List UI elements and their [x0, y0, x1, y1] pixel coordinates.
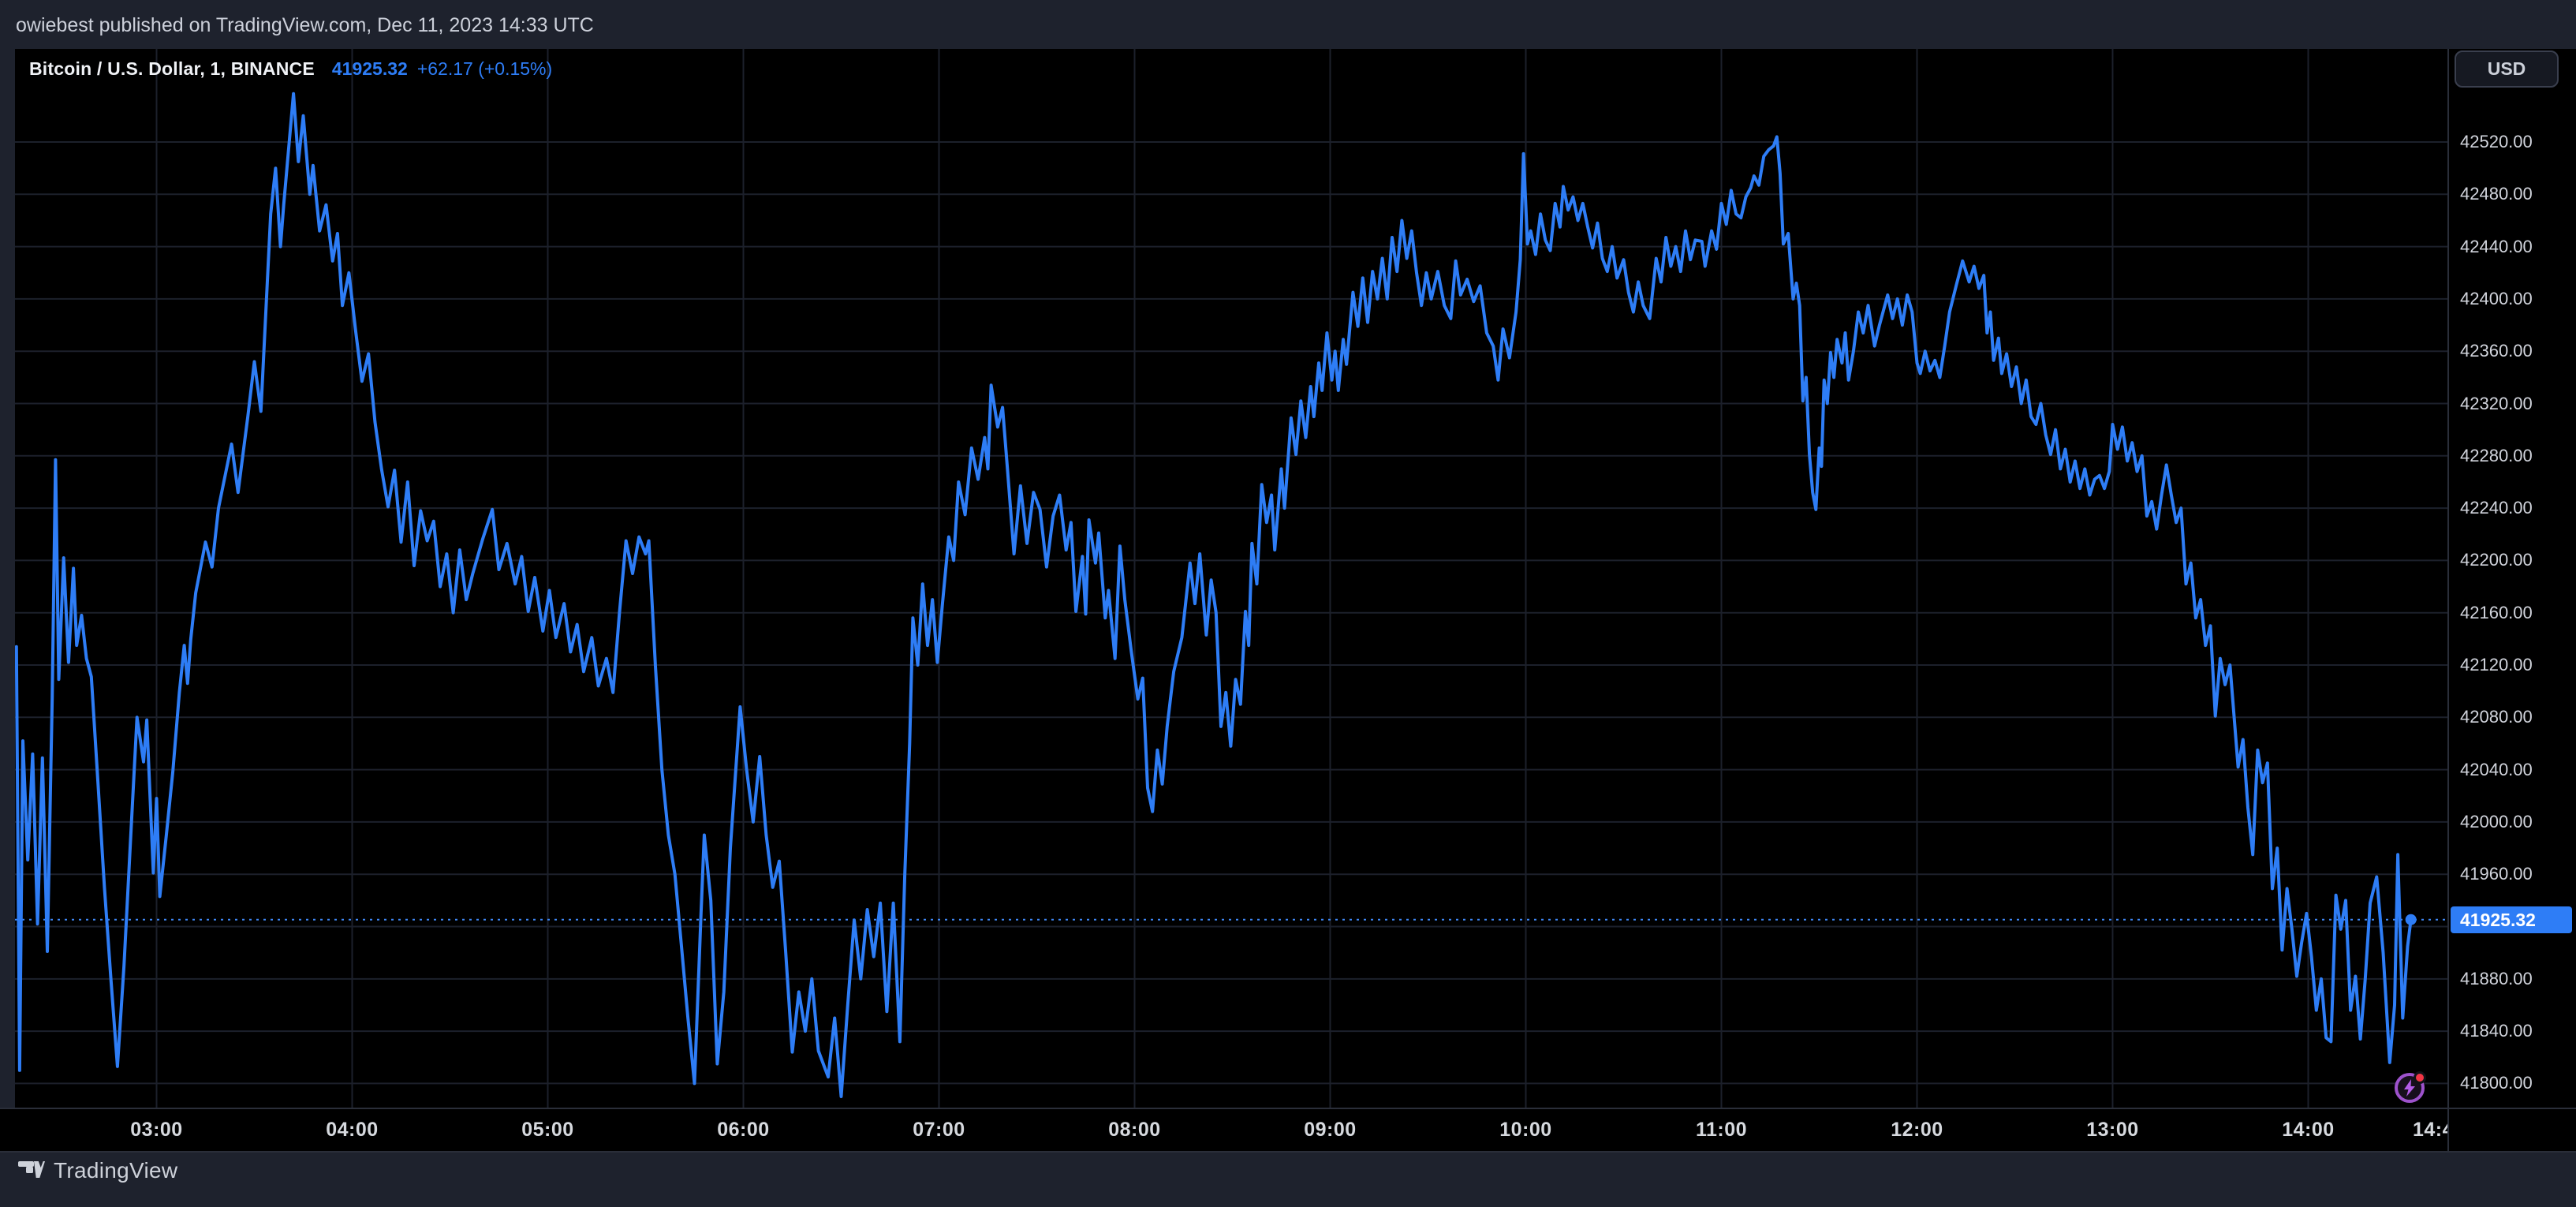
chart-pane[interactable]: [15, 49, 2447, 1108]
time-tick-label: 13:00: [2086, 1119, 2139, 1141]
brand-name[interactable]: TradingView: [54, 1158, 178, 1183]
time-tick-label: 07:00: [913, 1119, 965, 1141]
last-price: 41925.32: [331, 58, 408, 79]
symbol-title: Bitcoin / U.S. Dollar, 1, BINANCE: [29, 58, 315, 79]
price-tick-label: 42320.00: [2460, 393, 2533, 413]
price-tick-label: 42200.00: [2460, 550, 2533, 570]
time-tick-label: 12:00: [1891, 1119, 1943, 1141]
price-tick-label: 41880.00: [2460, 968, 2533, 988]
price-tick-label: 42520.00: [2460, 132, 2533, 151]
current-price-badge: 41925.32: [2451, 906, 2572, 933]
price-tick-label: 42480.00: [2460, 184, 2533, 204]
time-axis-bottom-border: [0, 1151, 2576, 1153]
price-tick-label: 42120.00: [2460, 655, 2533, 674]
price-tick-label: 42000.00: [2460, 811, 2533, 831]
time-tick-label: 10:00: [1499, 1119, 1552, 1141]
price-tick-label: 41800.00: [2460, 1073, 2533, 1093]
time-tick-label: 11:00: [1695, 1119, 1747, 1141]
chart-legend: Bitcoin / U.S. Dollar, 1, BINANCE 41925.3…: [29, 58, 552, 80]
time-tick-label: 05:00: [521, 1119, 574, 1141]
time-axis[interactable]: 03:00 04:00 05:00 06:00 07:00 08:00 09:00 10:00…: [0, 1108, 2576, 1151]
price-tick-label: 42040.00: [2460, 759, 2533, 779]
stamp-notification-dot: [2414, 1071, 2426, 1084]
time-tick-label-partial: 14:4: [2413, 1119, 2455, 1141]
price-tick-label: 42160.00: [2460, 602, 2533, 622]
price-tick-label: 41960.00: [2460, 864, 2533, 884]
lightning-bolt-icon: [2404, 1079, 2415, 1097]
publish-info-text: owiebest published on TradingView.com, D…: [16, 14, 594, 36]
publish-info-bar: owiebest published on TradingView.com, D…: [0, 0, 2576, 50]
time-tick-label: 14:00: [2282, 1119, 2335, 1141]
footer-bar: TradingView: [0, 1153, 2576, 1207]
price-change: +62.17 (+0.15%): [416, 58, 553, 79]
price-tick-label: 42360.00: [2460, 341, 2533, 361]
time-tick-label: 08:00: [1108, 1119, 1161, 1141]
time-tick-label: 03:00: [130, 1119, 183, 1141]
price-tick-label: 42240.00: [2460, 498, 2533, 518]
price-tick-label: 42440.00: [2460, 236, 2533, 256]
price-tick-label: 42080.00: [2460, 707, 2533, 727]
price-tick-label: 41840.00: [2460, 1021, 2533, 1041]
currency-button[interactable]: USD: [2455, 50, 2559, 88]
price-tick-label: 42280.00: [2460, 445, 2533, 465]
time-tick-label: 09:00: [1304, 1119, 1357, 1141]
price-tick-label: 42400.00: [2460, 288, 2533, 308]
time-tick-label: 06:00: [717, 1119, 770, 1141]
tradingview-stamp-icon[interactable]: [2391, 1070, 2428, 1106]
price-axis[interactable]: USD 42520.00 42480.00 42440.00 42400.00 4236…: [2447, 49, 2576, 1151]
tradingview-logo-icon[interactable]: [18, 1161, 45, 1178]
plot-bottom-border: [0, 1108, 2576, 1109]
time-tick-label: 04:00: [326, 1119, 379, 1141]
